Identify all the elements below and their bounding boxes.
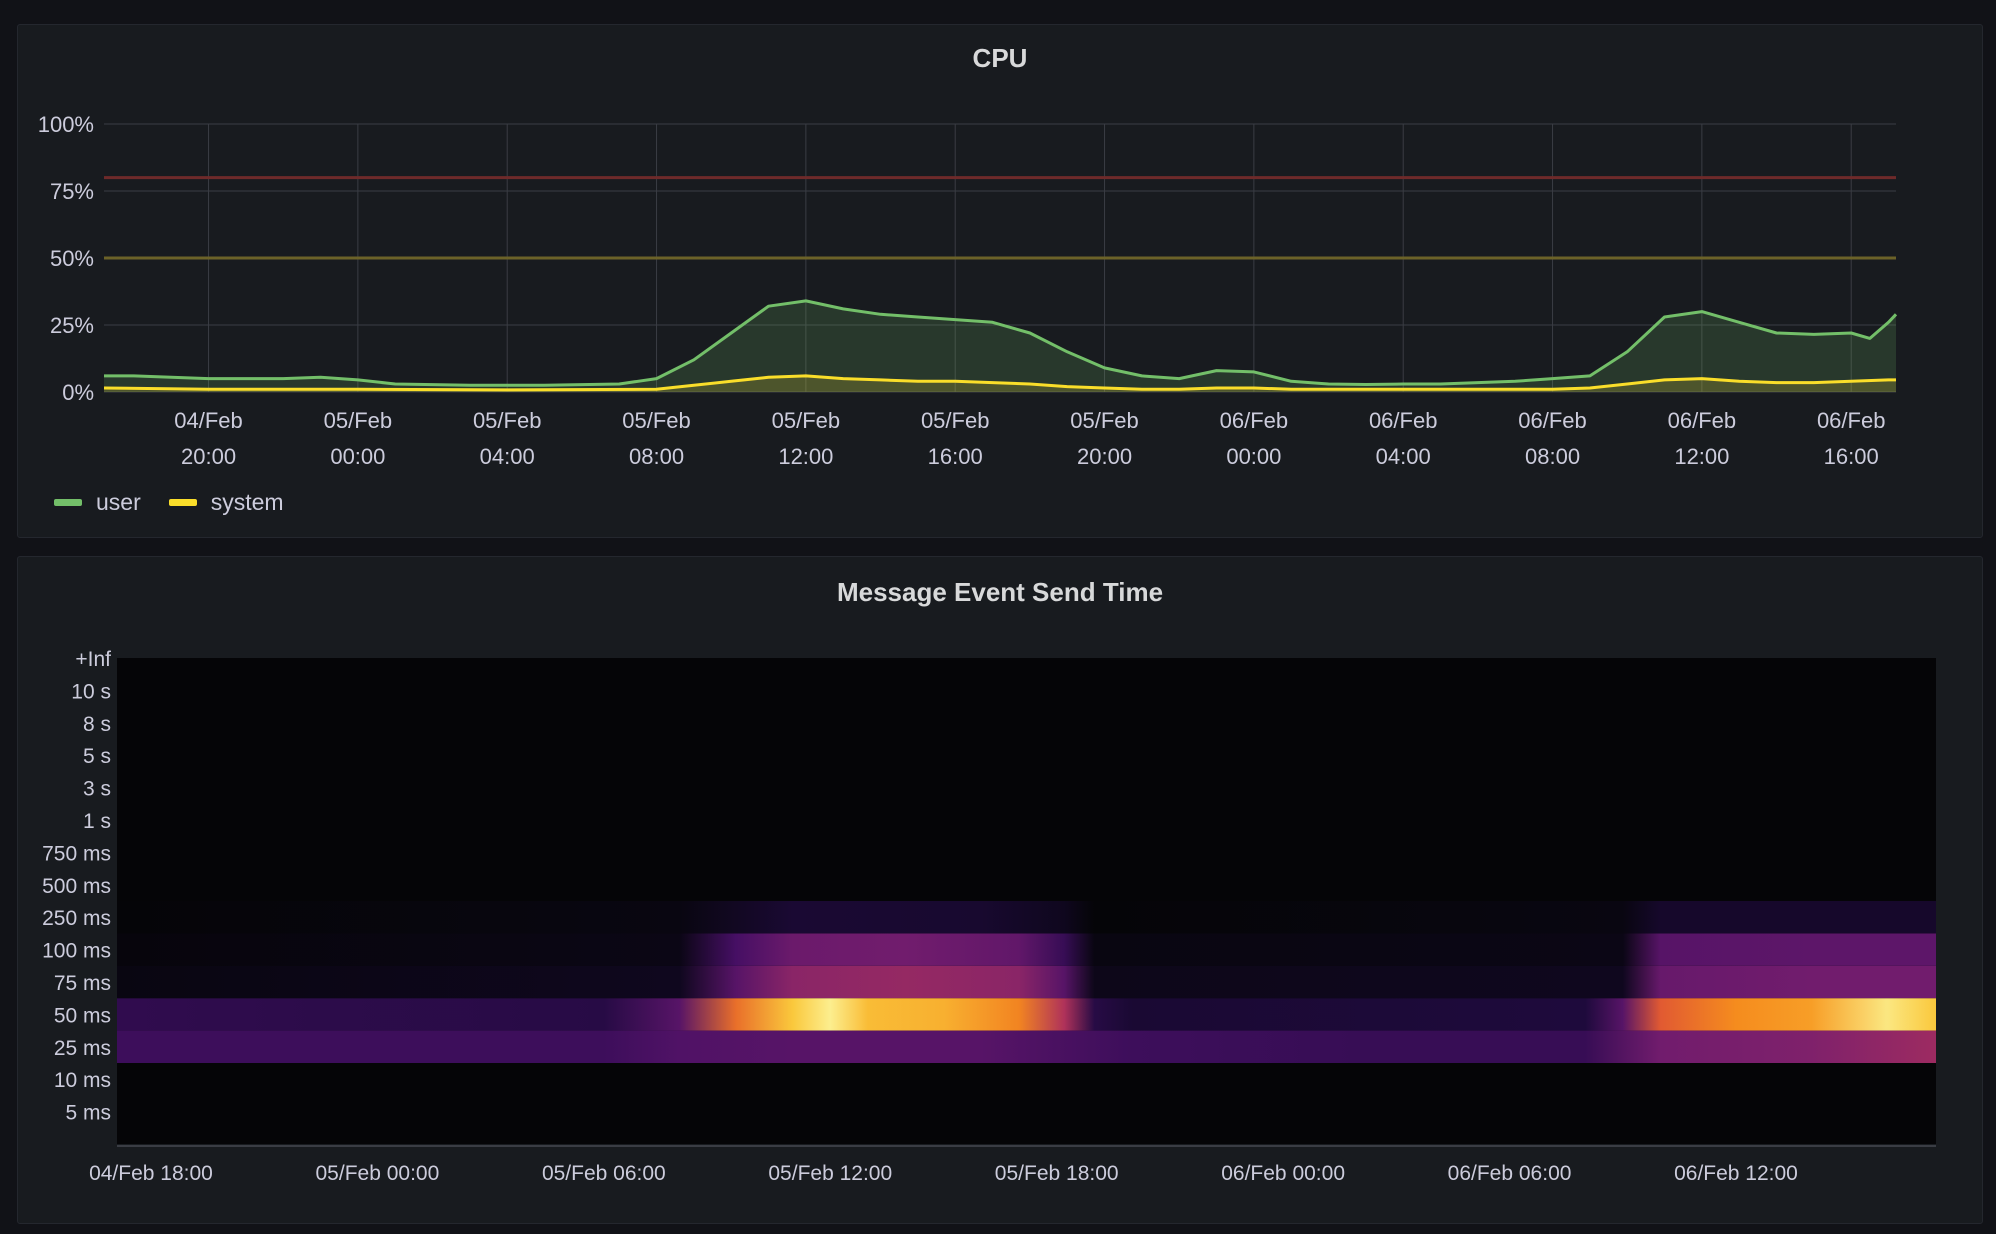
heatmap-y-tick-label: +Inf	[75, 648, 111, 671]
heatmap-y-tick-label: 50 ms	[54, 1004, 111, 1027]
heatmap-panel: Message Event Send Time 5 ms 10 ms 25 ms 50…	[17, 556, 1983, 1224]
heatmap-x-tick-label: 05/Feb 18:00	[995, 1162, 1119, 1185]
cpu-x-tick-label: 00:00	[330, 444, 385, 469]
cpu-x-tick-label: 06/Feb	[1668, 408, 1737, 433]
heatmap-x-tick-label: 04/Feb 18:00	[89, 1162, 213, 1185]
heatmap-y-tick-label: 750 ms	[42, 842, 111, 865]
heatmap-y-tick-label: 5 s	[83, 745, 111, 768]
cpu-x-tick-label: 06/Feb	[1220, 408, 1289, 433]
heatmap-x-tick-label: 05/Feb 12:00	[768, 1162, 892, 1185]
heatmap-y-tick-label: 75 ms	[54, 972, 111, 995]
cpu-x-tick-label: 05/Feb	[772, 408, 841, 433]
heatmap-y-tick-label: 100 ms	[42, 940, 111, 963]
heatmap-band-250ms[interactable]	[117, 901, 1936, 934]
cpu-x-tick-label: 06/Feb	[1817, 408, 1886, 433]
cpu-y-tick-label: 25%	[50, 313, 94, 338]
heatmap-x-tick-label: 05/Feb 06:00	[542, 1162, 666, 1185]
cpu-x-tick-label: 06/Feb	[1518, 408, 1587, 433]
heatmap-chart: 5 ms 10 ms 25 ms 50 ms 75 ms 100 ms 250 ms 500 …	[42, 648, 1936, 1185]
heatmap-y-tick-label: 10 s	[71, 680, 111, 703]
cpu-x-tick-label: 04:00	[1376, 444, 1431, 469]
cpu-x-tick-label: 05/Feb	[473, 408, 542, 433]
cpu-x-tick-label: 05/Feb	[1070, 408, 1139, 433]
cpu-x-tick-label: 16:00	[928, 444, 983, 469]
cpu-y-tick-label: 0%	[62, 380, 94, 405]
cpu-x-tick-label: 05/Feb	[622, 408, 691, 433]
heatmap-band-25ms[interactable]	[117, 1030, 1936, 1063]
heatmap-band-100ms[interactable]	[117, 933, 1936, 966]
cpu-x-tick-label: 08:00	[1525, 444, 1580, 469]
legend-swatch-user	[54, 499, 82, 506]
heatmap-y-tick-label: 8 s	[83, 713, 111, 736]
cpu-panel-title[interactable]: CPU	[972, 43, 1028, 73]
heatmap-panel-title[interactable]: Message Event Send Time	[836, 577, 1164, 607]
cpu-x-tick-label: 12:00	[1674, 444, 1729, 469]
heatmap-y-tick-label: 25 ms	[54, 1037, 111, 1060]
cpu-series-line-user[interactable]	[104, 299, 1898, 387]
heatmap-x-tick-label: 06/Feb 12:00	[1674, 1162, 1798, 1185]
cpu-x-tick-label: 05/Feb	[921, 408, 990, 433]
cpu-x-tick-label: 08:00	[629, 444, 684, 469]
heatmap-band-75ms[interactable]	[117, 965, 1936, 999]
heatmap-band-50ms[interactable]	[117, 998, 1936, 1031]
cpu-chart: 0% 25% 50% 75% 100% 04/Feb 20:00 05/Feb 00:00 05/…	[38, 112, 1898, 469]
cpu-y-tick-label: 75%	[50, 179, 94, 204]
cpu-series-line-system[interactable]	[103, 374, 1896, 392]
cpu-x-tick-label: 05/Feb	[324, 408, 393, 433]
cpu-x-tick-label: 04:00	[480, 444, 535, 469]
cpu-panel: CPU 0% 25% 50% 75% 100% 04/Feb 20:00 05/Feb 00:0…	[17, 24, 1983, 538]
legend-item-user[interactable]: user	[54, 489, 141, 516]
heatmap-y-tick-label: 3 s	[83, 778, 111, 801]
cpu-x-tick-label: 06/Feb	[1369, 408, 1438, 433]
cpu-series-area-user	[104, 300, 1896, 392]
cpu-x-tick-label: 00:00	[1226, 444, 1281, 469]
heatmap-y-tick-label: 10 ms	[54, 1069, 111, 1092]
cpu-y-tick-label: 50%	[50, 246, 94, 271]
legend-swatch-system	[168, 499, 197, 506]
legend-label-system: system	[210, 489, 284, 515]
cpu-y-tick-label: 100%	[38, 112, 94, 137]
heatmap-x-tick-label: 06/Feb 06:00	[1448, 1162, 1572, 1185]
cpu-x-tick-label: 20:00	[1077, 444, 1132, 469]
cpu-x-tick-label: 20:00	[181, 444, 236, 469]
heatmap-x-tick-label: 06/Feb 00:00	[1221, 1162, 1345, 1185]
legend-item-system[interactable]: system	[168, 489, 284, 516]
heatmap-y-tick-label: 1 s	[83, 810, 111, 833]
heatmap-y-tick-label: 5 ms	[65, 1102, 111, 1125]
heatmap-y-tick-label: 250 ms	[42, 907, 111, 930]
cpu-x-tick-label: 12:00	[778, 444, 833, 469]
cpu-x-tick-label: 16:00	[1824, 444, 1879, 469]
heatmap-x-tick-label: 05/Feb 00:00	[316, 1162, 440, 1185]
cpu-legend: user system	[54, 489, 304, 516]
legend-label-user: user	[96, 489, 141, 515]
heatmap-y-tick-label: 500 ms	[42, 875, 111, 898]
cpu-x-tick-label: 04/Feb	[174, 408, 243, 433]
